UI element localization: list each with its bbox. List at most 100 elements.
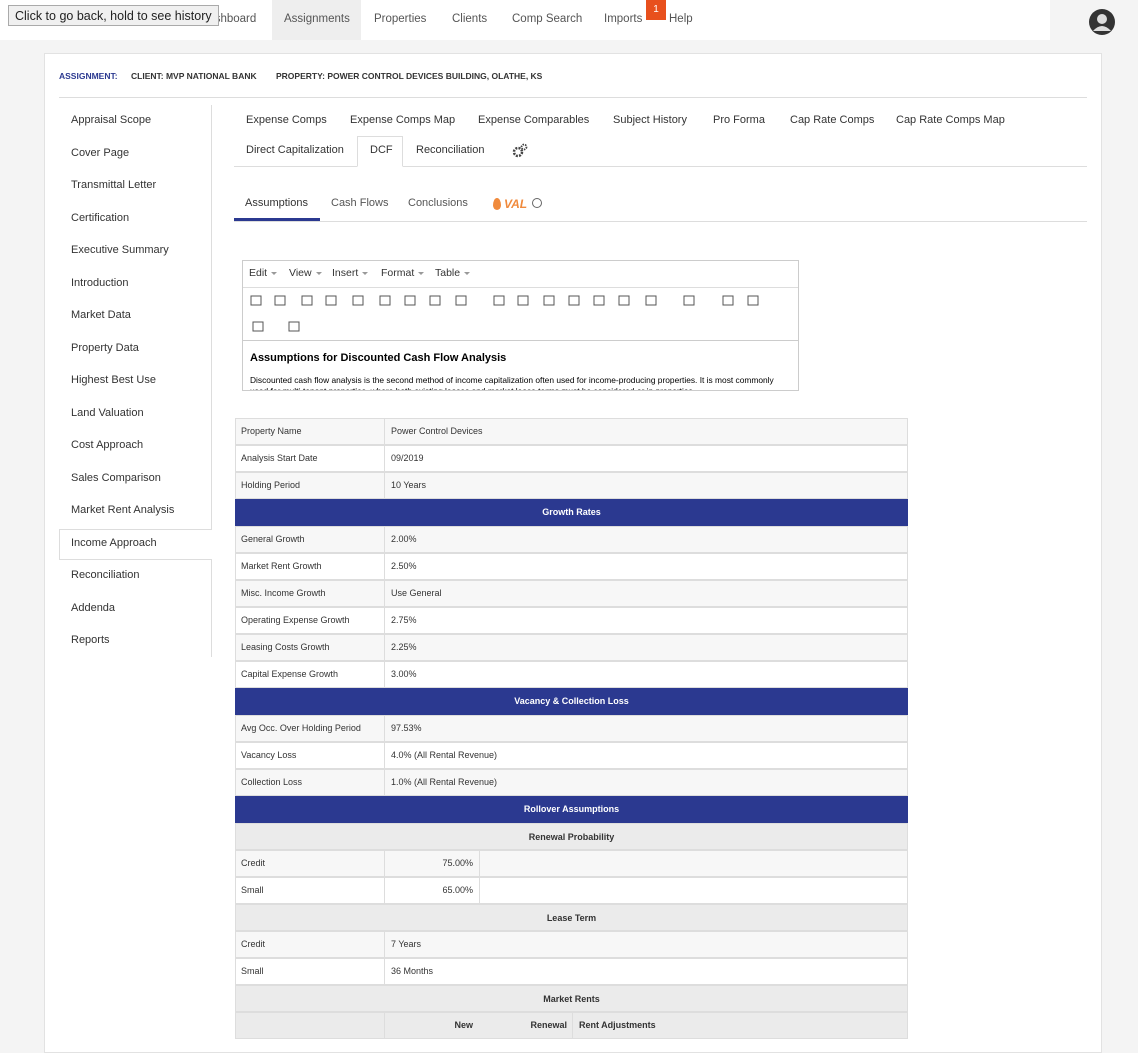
sidebar-item[interactable]: Land Valuation <box>71 406 144 419</box>
nav-item[interactable]: Assignments <box>284 13 350 25</box>
editor-menu-item[interactable]: Table <box>435 267 470 279</box>
tooltip: Click to go back, hold to see history <box>8 5 219 26</box>
toolbar-icon[interactable] <box>352 295 364 306</box>
row-label: Vacancy Loss <box>241 750 297 760</box>
toolbar-icon[interactable] <box>455 295 467 306</box>
subtabs-border <box>234 221 1087 222</box>
toolbar-icon[interactable] <box>722 295 734 306</box>
avatar[interactable] <box>1088 8 1116 36</box>
nav-item[interactable]: Comp Search <box>512 13 583 25</box>
sidebar-item[interactable]: Reconciliation <box>71 569 140 581</box>
row-value: 3.00% <box>391 669 417 679</box>
subtab[interactable]: Cash Flows <box>331 197 389 209</box>
sidebar-item[interactable]: Addenda <box>71 601 116 614</box>
nav-item[interactable]: Imports <box>604 13 643 25</box>
sidebar-item[interactable]: Transmittal Letter <box>71 179 157 191</box>
toolbar-icon[interactable] <box>301 295 313 306</box>
tab[interactable]: Direct Capitalization <box>246 144 344 156</box>
editor-menu-item[interactable]: View <box>289 267 322 279</box>
val-drop <box>493 198 501 210</box>
cell-divider <box>384 1012 385 1039</box>
editor-menu-item[interactable]: Format <box>381 267 424 279</box>
sidebar-item[interactable]: Reports <box>71 634 110 646</box>
row-value: 65.00% <box>442 885 473 895</box>
table-row <box>235 418 908 445</box>
nav-item[interactable]: Clients <box>452 13 488 25</box>
nav-item[interactable]: Properties <box>374 13 427 25</box>
row-value: 36 Months <box>391 966 434 976</box>
sidebar-item[interactable]: Market Data <box>71 309 131 321</box>
table-row <box>235 472 908 499</box>
cell-divider <box>384 877 385 904</box>
sidebar-item[interactable]: Certification <box>71 211 130 224</box>
tab[interactable]: Expense Comps Map <box>350 114 456 126</box>
sidebar-item[interactable]: Introduction <box>71 276 129 289</box>
tab[interactable]: Expense Comparables <box>478 114 590 126</box>
table-row <box>235 526 908 553</box>
sidebar-item[interactable]: Highest Best Use <box>71 374 156 386</box>
cell-divider <box>384 634 385 661</box>
toolbar-icon[interactable] <box>379 295 391 306</box>
toolbar-icon[interactable] <box>252 321 264 332</box>
sidebar-item[interactable]: Executive Summary <box>71 244 169 256</box>
toolbar-icon[interactable] <box>543 295 555 306</box>
toolbar-icon[interactable] <box>288 321 300 332</box>
row-label: Avg Occ. Over Holding Period <box>241 723 361 733</box>
toolbar-icon[interactable] <box>747 295 759 306</box>
cell-divider <box>384 553 385 580</box>
editor-toolbar[interactable] <box>243 288 799 340</box>
toolbar-icon[interactable] <box>645 295 657 306</box>
toolbar-icon[interactable] <box>517 295 529 306</box>
tab[interactable]: Cap Rate Comps <box>790 114 875 126</box>
cell-divider <box>384 607 385 634</box>
subtab[interactable]: Conclusions <box>408 197 468 209</box>
sidebar-item[interactable]: Property Data <box>71 341 139 354</box>
tab[interactable]: Cap Rate Comps Map <box>896 114 1005 126</box>
cell-divider <box>384 850 385 877</box>
table-row <box>235 634 908 661</box>
toolbar-icon[interactable] <box>404 295 416 306</box>
editor-menu-item[interactable]: Insert <box>332 267 368 279</box>
sidebar-item[interactable]: Cover Page <box>71 146 130 159</box>
editor[interactable]: Assumptions for Discounted Cash Flow Ana… <box>242 260 799 391</box>
sidebar-item[interactable]: Sales Comparison <box>71 471 161 484</box>
toolbar-icon[interactable] <box>429 295 441 306</box>
tab[interactable]: Pro Forma <box>713 114 765 126</box>
toolbar-icon[interactable] <box>593 295 605 306</box>
row-value: 1.0% (All Rental Revenue) <box>391 777 498 787</box>
toolbar-icon[interactable] <box>618 295 630 306</box>
cell-divider <box>384 661 385 688</box>
editor-divider <box>243 340 798 341</box>
toolbar-icon[interactable] <box>493 295 505 306</box>
nav-item[interactable]: Help <box>669 13 693 25</box>
tab[interactable]: Reconciliation <box>416 144 485 156</box>
sidebar-item[interactable]: Appraisal Scope <box>71 114 152 126</box>
sidebar-item[interactable]: Cost Approach <box>71 439 144 451</box>
settings-icon[interactable] <box>512 143 528 159</box>
tab[interactable]: Expense Comps <box>246 114 327 126</box>
sub-header: Renewal Probability <box>235 823 908 850</box>
toolbar-icon[interactable] <box>325 295 337 306</box>
column-header: Renewal <box>530 1020 567 1030</box>
cell-divider <box>384 958 385 985</box>
table-row <box>235 877 908 904</box>
row-value: 4.0% (All Rental Revenue) <box>391 750 498 760</box>
tab[interactable]: DCF <box>370 144 393 156</box>
info-icon[interactable] <box>532 198 542 208</box>
subtab[interactable]: Assumptions <box>245 197 308 209</box>
sidebar-item[interactable]: Income Approach <box>71 536 157 549</box>
row-value: 10 Years <box>391 480 427 490</box>
cell-divider <box>384 526 385 553</box>
val-logo[interactable]: VAL <box>504 197 528 211</box>
sidebar-item[interactable]: Market Rent Analysis <box>71 504 175 516</box>
toolbar-icon[interactable] <box>683 295 695 306</box>
toolbar-icon[interactable] <box>568 295 580 306</box>
row-label: Small <box>241 885 264 895</box>
tab[interactable]: Subject History <box>613 114 687 126</box>
editor-menu-item[interactable]: Edit <box>249 267 277 279</box>
row-value: 7 Years <box>391 939 422 949</box>
toolbar-icon[interactable] <box>250 295 262 306</box>
breadcrumb-property: PROPERTY: POWER CONTROL DEVICES BUILDING… <box>276 71 543 81</box>
toolbar-icon[interactable] <box>274 295 286 306</box>
